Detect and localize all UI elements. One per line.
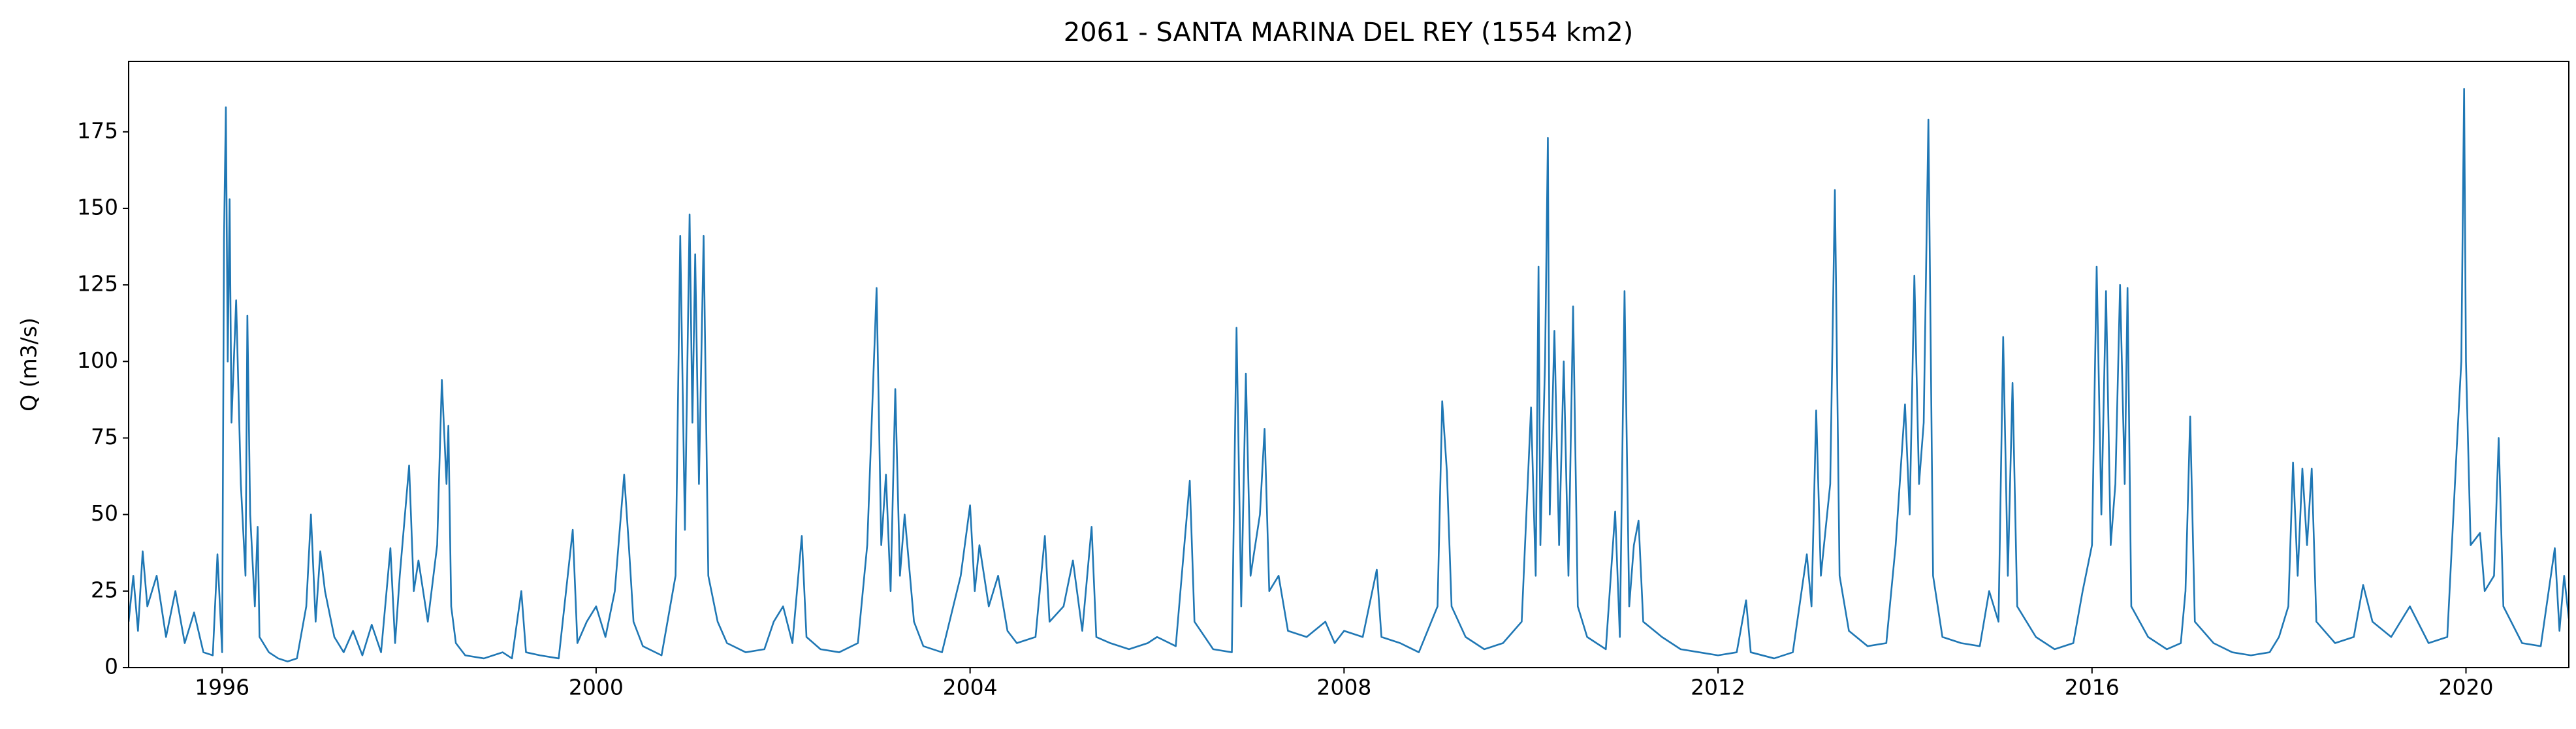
x-tick-label: 2004 xyxy=(943,675,998,700)
plot-frame xyxy=(128,61,2569,668)
y-tick-label: 0 xyxy=(104,654,118,679)
x-tick-label: 1996 xyxy=(195,675,249,700)
y-tick-label: 100 xyxy=(77,348,118,373)
x-tick-label: 2008 xyxy=(1316,675,1371,700)
y-tick-label: 25 xyxy=(91,577,118,602)
y-axis-label: Q (m3/s) xyxy=(16,317,42,412)
x-tick-label: 2016 xyxy=(2065,675,2120,700)
series-line xyxy=(129,88,2569,662)
chart-title: 2061 - SANTA MARINA DEL REY (1554 km2) xyxy=(1064,18,1634,48)
x-tick-label: 2020 xyxy=(2439,675,2494,700)
y-tick-label: 150 xyxy=(77,194,118,219)
x-tick-label: 2012 xyxy=(1691,675,1745,700)
y-tick-label: 75 xyxy=(91,424,118,449)
y-tick-label: 125 xyxy=(77,271,118,297)
x-tick-label: 2000 xyxy=(569,675,624,700)
y-tick-label: 175 xyxy=(77,118,118,143)
y-tick-label: 50 xyxy=(91,500,118,526)
